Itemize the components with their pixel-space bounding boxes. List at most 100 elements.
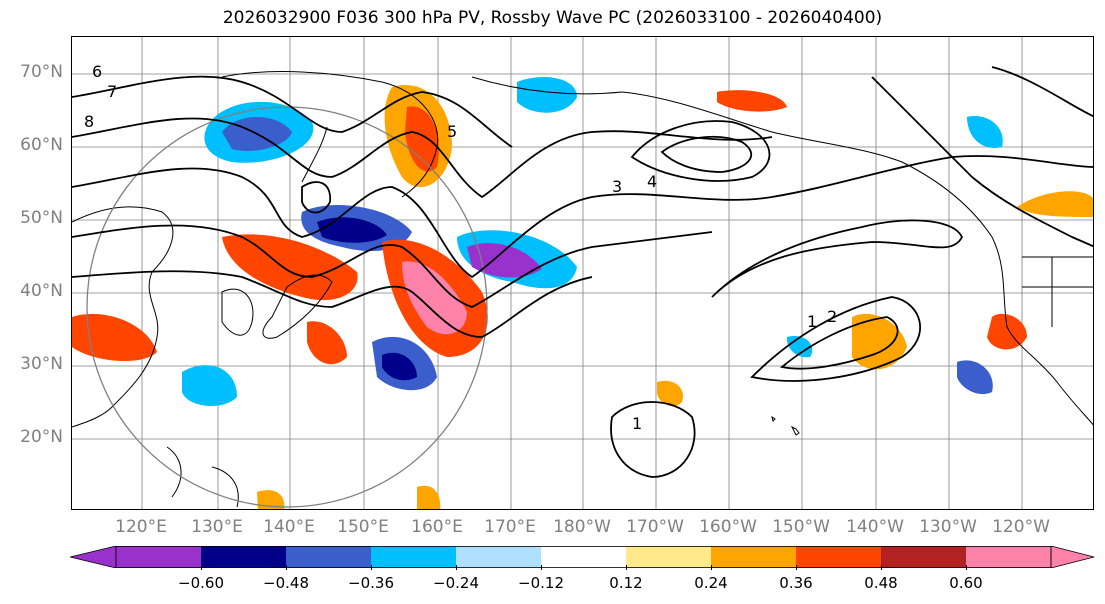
colorbar-extend-high xyxy=(1050,546,1095,568)
pv-contour-4 xyxy=(72,117,773,199)
colorbar-tickmark xyxy=(286,565,287,570)
colorbar-bin-navy xyxy=(201,546,286,568)
anomaly-pos-canada xyxy=(1017,191,1093,217)
colorbar-frame xyxy=(115,546,1052,568)
pv-cutoff-low xyxy=(610,401,696,478)
colorbar xyxy=(70,546,1095,568)
contour-label-7: 7 xyxy=(107,82,117,101)
colorbar-tick-label: −0.36 xyxy=(348,574,394,592)
coast-philippines xyxy=(166,446,239,508)
anomaly-pos-west-pacific-core xyxy=(402,261,467,335)
contour-labels: 6 7 8 5 3 4 1 2 1 xyxy=(84,62,837,433)
coast-asia xyxy=(72,206,174,428)
map-panel[interactable]: 6 7 8 5 3 4 1 2 1 xyxy=(71,36,1094,510)
colorbar-bin-pink xyxy=(966,546,1051,568)
colorbar-bin-white xyxy=(541,546,626,568)
anomaly-pos-hawaii xyxy=(657,380,683,407)
anomaly-pos-gulf-alaska xyxy=(717,90,787,112)
contour-label-6: 6 xyxy=(92,62,102,81)
map-title: 2026032900 F036 300 hPa PV, Rossby Wave … xyxy=(222,8,883,28)
colorbar-tick-label: 0.60 xyxy=(949,574,983,592)
map-canvas: 6 7 8 5 3 4 1 2 1 xyxy=(72,37,1093,509)
lon-label-120e: 120°E xyxy=(115,517,167,537)
coast-korea xyxy=(221,288,254,336)
lat-label-20n: 20°N xyxy=(20,427,63,447)
coast-north-america xyxy=(471,76,1093,426)
lon-label-120w: 120°W xyxy=(992,517,1050,537)
contour-label-8: 8 xyxy=(84,112,94,131)
coast-japan xyxy=(262,274,333,339)
colorbar-tick-label: −0.12 xyxy=(518,574,564,592)
colorbar-bin-orange xyxy=(711,546,796,568)
anomaly-neg-subtropical-core xyxy=(382,352,417,381)
anomaly-neg-central-pacific-core xyxy=(467,243,542,278)
colorbar-tickmark xyxy=(711,565,712,570)
lon-label-150e: 150°E xyxy=(337,517,389,537)
colorbar-tickmark xyxy=(796,565,797,570)
anomaly-neg-south-china-sea xyxy=(182,365,237,407)
pv-low-center-inner xyxy=(660,135,753,173)
colorbar-tickmark xyxy=(201,565,202,570)
contour-label-3: 3 xyxy=(612,177,622,196)
lon-label-150w: 150°W xyxy=(772,517,830,537)
colorbar-tickmark xyxy=(626,565,627,570)
anomaly-pos-california xyxy=(987,313,1027,350)
colorbar-tick-label: 0.36 xyxy=(779,574,813,592)
pv-contour-3 xyxy=(72,155,1093,279)
colorbar-tickmark xyxy=(541,565,542,570)
pv-contour-northeast xyxy=(871,76,1093,248)
coast-state-borders xyxy=(1022,256,1093,327)
colorbar-tickmark xyxy=(966,565,967,570)
colorbar-tickmark xyxy=(456,565,457,570)
pv-subtropical-low-outer xyxy=(750,296,921,382)
lat-label-70n: 70°N xyxy=(20,62,63,82)
anomaly-neg-canada xyxy=(967,116,1003,148)
pv-small-low-japan xyxy=(301,181,331,214)
lon-label-160w: 160°W xyxy=(699,517,757,537)
contour-label-5: 5 xyxy=(447,122,457,141)
colorbar-tick-label: −0.60 xyxy=(178,574,224,592)
lon-label-130w: 130°W xyxy=(919,517,977,537)
contour-label-1b: 1 xyxy=(632,414,642,433)
anomaly-neg-mexico xyxy=(957,360,993,395)
colorbar-tick-label: 0.24 xyxy=(694,574,728,592)
colorbar-bin-dark-red xyxy=(881,546,966,568)
anomaly-pos-kamchatka-core xyxy=(405,106,439,172)
colorbar-bin-royal-blue xyxy=(286,546,371,568)
lat-label-40n: 40°N xyxy=(20,281,63,301)
pv-contours xyxy=(72,66,1093,478)
anomaly-pos-subtropical-east xyxy=(852,313,907,370)
lon-label-140w: 140°W xyxy=(846,517,904,537)
coast-okhotsk xyxy=(221,71,439,198)
pv-contour-northeast-2 xyxy=(991,66,1093,118)
lat-label-30n: 30°N xyxy=(20,354,63,374)
lon-label-140e: 140°E xyxy=(263,517,315,537)
pv-contour-1 xyxy=(72,270,593,338)
pv-anomaly-shading xyxy=(72,77,1093,509)
colorbar-bin-sky-blue xyxy=(371,546,456,568)
colorbar-bin-purple xyxy=(116,546,201,568)
lon-label-170e: 170°E xyxy=(484,517,536,537)
influence-circle xyxy=(86,106,488,508)
lon-label-160e: 160°E xyxy=(411,517,463,537)
colorbar-tickmark xyxy=(371,565,372,570)
lat-label-60n: 60°N xyxy=(20,135,63,155)
colorbar-tick-label: −0.48 xyxy=(263,574,309,592)
pv-trough-east xyxy=(711,219,964,298)
anomaly-pos-south-2 xyxy=(417,485,441,509)
lon-label-170w: 170°W xyxy=(626,517,684,537)
pv-low-center-outer xyxy=(630,120,771,182)
pv-contour-5 xyxy=(72,75,513,148)
colorbar-extend-low xyxy=(70,546,117,568)
contour-label-1: 1 xyxy=(807,312,817,331)
anomaly-pos-china xyxy=(72,313,157,362)
pv-subtropical-low-inner xyxy=(779,316,899,370)
anomaly-neg-bering xyxy=(517,77,577,113)
contour-label-2: 2 xyxy=(827,307,837,326)
lat-label-50n: 50°N xyxy=(20,208,63,228)
colorbar-bin-light-blue xyxy=(456,546,541,568)
colorbar-tick-label: −0.24 xyxy=(433,574,479,592)
coast-sakhalin xyxy=(301,126,328,183)
coastlines xyxy=(72,71,1093,508)
lon-label-180w: 180°W xyxy=(553,517,611,537)
